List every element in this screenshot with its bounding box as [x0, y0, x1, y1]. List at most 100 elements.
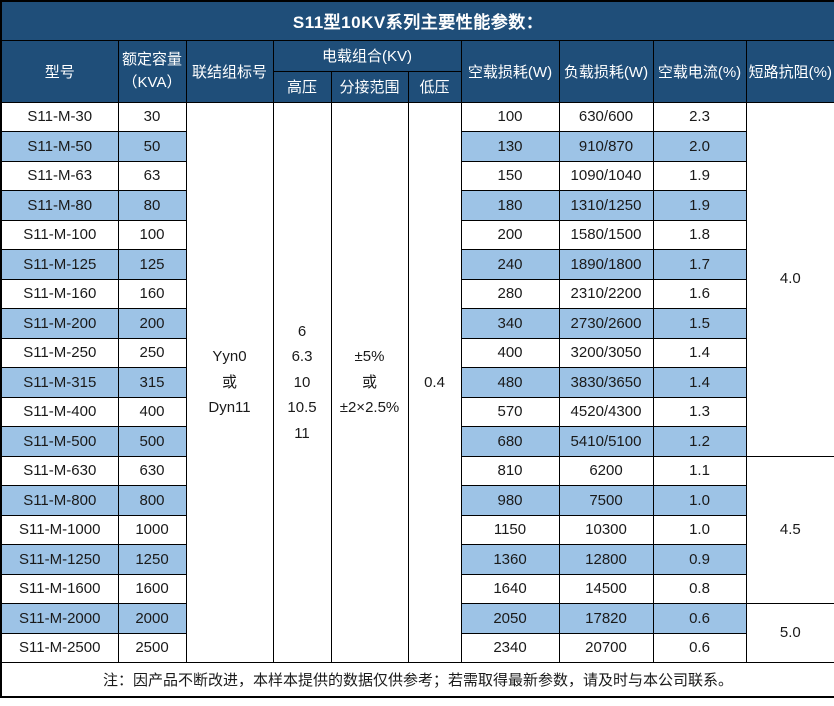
- no-load-current-cell: 1.0: [652, 485, 747, 516]
- load-loss-cell: 630/600: [558, 101, 654, 132]
- capacity-cell: 100: [117, 219, 187, 250]
- no-load-current-cell: 1.5: [652, 308, 747, 339]
- load-loss-cell: 4520/4300: [558, 396, 654, 427]
- no-load-loss-cell: 980: [460, 485, 560, 516]
- load-loss-cell: 6200: [558, 455, 654, 486]
- no-load-loss-cell: 340: [460, 308, 560, 339]
- capacity-cell: 250: [117, 337, 187, 368]
- table-row: S11-M-160 160 280 2310/2200 1.6: [0, 278, 834, 309]
- header-model: 型号: [0, 39, 119, 103]
- load-loss-cell: 14500: [558, 573, 654, 604]
- capacity-cell: 630: [117, 455, 187, 486]
- no-load-loss-cell: 240: [460, 249, 560, 280]
- no-load-current-cell: 1.8: [652, 219, 747, 250]
- capacity-cell: 160: [117, 278, 187, 309]
- no-load-current-cell: 1.3: [652, 396, 747, 427]
- no-load-loss-cell: 1640: [460, 573, 560, 604]
- model-cell: S11-M-1000: [0, 514, 119, 545]
- no-load-current-cell: 1.1: [652, 455, 747, 486]
- header-capacity: 额定容量 （KVA）: [117, 39, 187, 103]
- no-load-loss-cell: 200: [460, 219, 560, 250]
- no-load-loss-cell: 480: [460, 367, 560, 398]
- capacity-cell: 50: [117, 131, 187, 162]
- page-title: S11型10KV系列主要性能参数：: [0, 0, 834, 41]
- header-no-load-loss: 空载损耗(W): [460, 39, 560, 103]
- no-load-current-cell: 0.8: [652, 573, 747, 604]
- load-loss-cell: 17820: [558, 603, 654, 634]
- capacity-cell: 125: [117, 249, 187, 280]
- capacity-cell: 2000: [117, 603, 187, 634]
- no-load-loss-cell: 400: [460, 337, 560, 368]
- model-cell: S11-M-250: [0, 337, 119, 368]
- model-cell: S11-M-2500: [0, 632, 119, 663]
- model-cell: S11-M-80: [0, 190, 119, 221]
- title-bar: S11型10KV系列主要性能参数：: [0, 0, 834, 41]
- capacity-cell: 63: [117, 160, 187, 191]
- no-load-loss-cell: 2340: [460, 632, 560, 663]
- table-row: S11-M-200 200 340 2730/2600 1.5: [0, 308, 834, 339]
- table-row: S11-M-125 125 240 1890/1800 1.7: [0, 249, 834, 280]
- header-lv: 低压: [407, 70, 462, 103]
- table-row: S11-M-30 30 Yyn0 或 Dyn11 6 6.3 10 10.5 11 ±5…: [0, 101, 834, 663]
- no-load-loss-cell: 680: [460, 426, 560, 457]
- load-loss-cell: 2310/2200: [558, 278, 654, 309]
- footer-row: 注：因产品不断改进，本样本提供的数据仅供参考；若需取得最新参数，请及时与本公司联…: [0, 662, 834, 697]
- capacity-cell: 400: [117, 396, 187, 427]
- model-cell: S11-M-100: [0, 219, 119, 250]
- load-loss-cell: 910/870: [558, 131, 654, 162]
- no-load-current-cell: 2.3: [652, 101, 747, 132]
- capacity-cell: 30: [117, 101, 187, 132]
- lv-value-cell: 0.4: [407, 101, 462, 663]
- impedance-cell: 5.0: [745, 603, 834, 663]
- header-hv: 高压: [272, 70, 332, 103]
- capacity-cell: 800: [117, 485, 187, 516]
- tap-range-cell: ±5% 或 ±2×2.5%: [330, 101, 409, 663]
- capacity-cell: 1250: [117, 544, 187, 575]
- load-loss-cell: 5410/5100: [558, 426, 654, 457]
- capacity-cell: 2500: [117, 632, 187, 663]
- no-load-loss-cell: 180: [460, 190, 560, 221]
- table-row: S11-M-63 63 150 1090/1040 1.9: [0, 160, 834, 191]
- load-loss-cell: 12800: [558, 544, 654, 575]
- model-cell: S11-M-1250: [0, 544, 119, 575]
- no-load-loss-cell: 570: [460, 396, 560, 427]
- model-cell: S11-M-500: [0, 426, 119, 457]
- load-loss-cell: 1090/1040: [558, 160, 654, 191]
- hv-values-cell: 6 6.3 10 10.5 11: [272, 101, 332, 663]
- no-load-current-cell: 0.9: [652, 544, 747, 575]
- header-connection-group: 联结组标号: [185, 39, 274, 103]
- model-cell: S11-M-30: [0, 101, 119, 132]
- table-row: S11-M-630 630 810 6200 1.1 4.5: [0, 455, 834, 604]
- table-body: S11-M-30 30 Yyn0 或 Dyn11 6 6.3 10 10.5 11 ±5…: [0, 101, 834, 663]
- table-row: S11-M-50 50 130 910/870 2.0: [0, 131, 834, 162]
- model-cell: S11-M-630: [0, 455, 119, 486]
- model-cell: S11-M-160: [0, 278, 119, 309]
- table-row: S11-M-2000 2000 2050 17820 0.6 5.0: [0, 603, 834, 663]
- no-load-current-cell: 1.6: [652, 278, 747, 309]
- model-cell: S11-M-1600: [0, 573, 119, 604]
- header-voltage-combo: 电载组合(KV): [272, 39, 462, 72]
- model-cell: S11-M-315: [0, 367, 119, 398]
- no-load-loss-cell: 100: [460, 101, 560, 132]
- load-loss-cell: 1310/1250: [558, 190, 654, 221]
- no-load-current-cell: 1.9: [652, 160, 747, 191]
- footer-note: 注：因产品不断改进，本样本提供的数据仅供参考；若需取得最新参数，请及时与本公司联…: [0, 662, 834, 697]
- table-row: S11-M-500 500 680 5410/5100 1.2: [0, 426, 834, 457]
- header-load-loss: 负载损耗(W): [558, 39, 654, 103]
- no-load-loss-cell: 1150: [460, 514, 560, 545]
- model-cell: S11-M-50: [0, 131, 119, 162]
- impedance-cell: 4.5: [745, 455, 834, 604]
- model-cell: S11-M-800: [0, 485, 119, 516]
- capacity-cell: 500: [117, 426, 187, 457]
- table-row: S11-M-1000 1000 1150 10300 1.0: [0, 514, 834, 545]
- table-row: S11-M-100 100 200 1580/1500 1.8: [0, 219, 834, 250]
- no-load-current-cell: 1.9: [652, 190, 747, 221]
- header-short-circuit-impedance: 短路抗阻(%): [745, 39, 834, 103]
- no-load-current-cell: 0.6: [652, 632, 747, 663]
- model-cell: S11-M-200: [0, 308, 119, 339]
- load-loss-cell: 3830/3650: [558, 367, 654, 398]
- no-load-current-cell: 1.4: [652, 367, 747, 398]
- capacity-cell: 80: [117, 190, 187, 221]
- impedance-cell: 4.0: [745, 101, 834, 457]
